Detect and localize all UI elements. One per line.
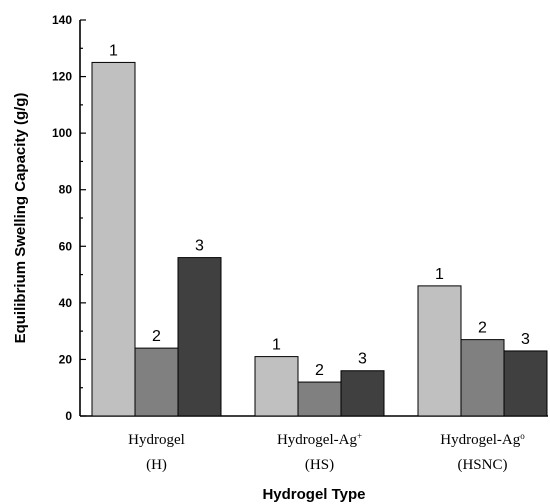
bar-label: 1: [272, 337, 281, 354]
y-axis-title: Equilibrium Swelling Capacity (g/g): [12, 93, 29, 344]
y-tick-label: 100: [52, 126, 72, 140]
bar-3-2: [460, 339, 505, 417]
y-tick-label: 140: [52, 13, 72, 27]
y-tick-label: 60: [59, 239, 73, 253]
y-tick-label: 0: [65, 409, 72, 423]
bar-2-2: [297, 381, 342, 417]
bar-3-1: [417, 285, 462, 417]
category-sublabel: (H): [146, 457, 167, 473]
bar-3-3: [503, 350, 548, 417]
x-axis-title: Hydrogel Type: [262, 486, 365, 503]
bar-label: 2: [152, 328, 161, 345]
plot-area: 0 20 40 60 80 100 120 140 1 2 3 Hydrogel (H) 1 2 3 Hydro…: [52, 13, 548, 473]
y-tick-label: 80: [59, 183, 73, 197]
bar-label: 2: [478, 320, 487, 337]
category-sublabel: (HSNC): [457, 457, 507, 473]
bar-2-3: [340, 370, 385, 417]
bar-2-1: [254, 356, 299, 417]
bar-1-3: [177, 257, 222, 417]
bar-label: 3: [358, 351, 367, 368]
y-tick-label: 20: [59, 352, 73, 366]
y-tick-label: 120: [52, 70, 72, 84]
bar-label: 1: [109, 42, 118, 59]
bar-label: 1: [435, 266, 444, 283]
bar-label: 3: [521, 331, 530, 348]
y-tick-label: 40: [59, 296, 73, 310]
category-label: Hydrogel-Ag+: [277, 431, 362, 448]
bar-1-2: [134, 347, 179, 417]
bar-label: 2: [315, 362, 324, 379]
category-label: Hydrogel-Ago: [440, 431, 525, 448]
category-label: Hydrogel: [128, 432, 185, 448]
bar-label: 3: [195, 238, 204, 255]
category-sublabel: (HS): [305, 457, 334, 473]
bar-1-1: [91, 61, 136, 417]
